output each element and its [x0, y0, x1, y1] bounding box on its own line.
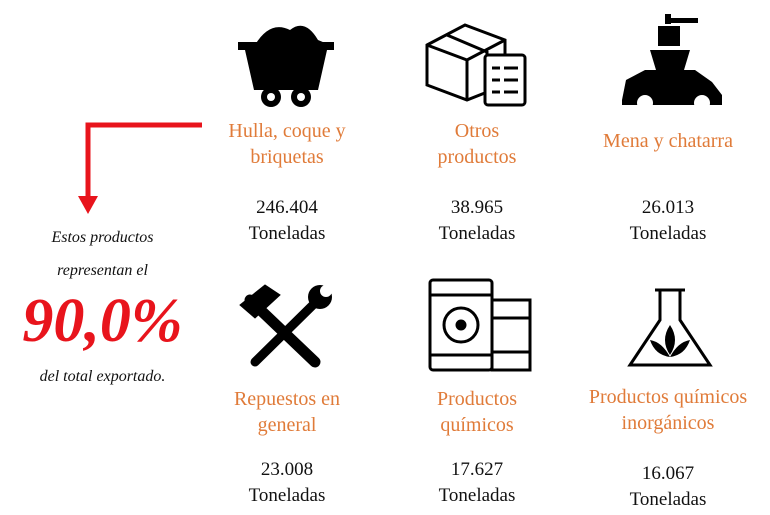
item-name: Productos químicos inorgánicos: [588, 386, 748, 434]
tools-icon: [239, 284, 332, 368]
barrel-icon: [428, 278, 532, 372]
item-unit: Toneladas: [438, 485, 516, 506]
coal-cart-icon: [238, 25, 334, 107]
item-unit: Toneladas: [248, 223, 326, 244]
item-amount: 26.013: [641, 197, 695, 218]
callout-line: Estos productos: [51, 229, 154, 246]
callout-line: del total exportado.: [39, 368, 166, 385]
item-amount: 38.965: [450, 197, 504, 218]
box-icon: [425, 23, 527, 107]
item-amount: 16.067: [641, 463, 695, 484]
item-unit: Toneladas: [629, 223, 707, 244]
arrow-head: [78, 196, 98, 214]
item-unit: Toneladas: [629, 489, 707, 510]
callout-percent: 90,0%: [22, 287, 183, 355]
callout-line: representan el: [57, 262, 148, 279]
item-name: Mena y chatarra: [603, 130, 733, 152]
item-amount: 17.627: [450, 459, 504, 480]
item-amount: 246.404: [256, 197, 318, 218]
item-name: Hulla, coque y briquetas: [228, 120, 346, 168]
flask-icon: [627, 288, 713, 367]
robot-icon: [622, 14, 722, 111]
arrow: [85, 122, 202, 198]
item-name: Productos químicos: [437, 388, 517, 436]
item-name: Otros productos: [437, 120, 517, 168]
item-amount: 23.008: [260, 459, 314, 480]
item-name: Repuestos en general: [233, 388, 341, 436]
item-unit: Toneladas: [438, 223, 516, 244]
item-unit: Toneladas: [248, 485, 326, 506]
